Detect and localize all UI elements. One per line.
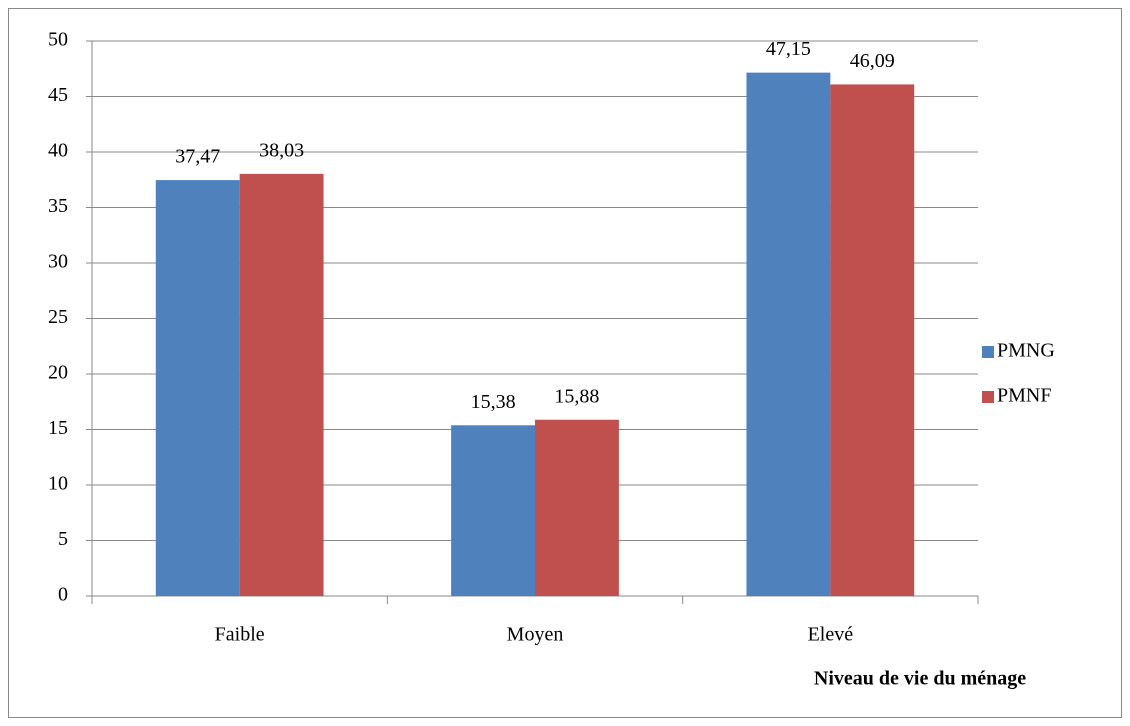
- legend-label: PMNF: [997, 385, 1051, 407]
- legend-swatch: [982, 391, 994, 403]
- bar: [746, 72, 831, 596]
- value-label: 15,38: [471, 391, 516, 413]
- y-tick-label: 40: [48, 140, 68, 162]
- y-tick-label: 0: [58, 584, 68, 606]
- bar: [155, 180, 240, 596]
- x-tick-label: Faible: [215, 624, 265, 646]
- x-axis-title: Niveau de vie du ménage: [814, 668, 1026, 690]
- x-tick-label: Elevé: [808, 624, 854, 646]
- y-tick-label: 15: [48, 417, 68, 439]
- y-tick-label: 5: [58, 528, 68, 550]
- value-label: 38,03: [259, 139, 304, 161]
- y-tick-label: 35: [48, 195, 68, 217]
- legend-label: PMNG: [997, 340, 1055, 362]
- y-tick-label: 50: [48, 29, 68, 51]
- y-tick-label: 30: [48, 251, 68, 273]
- value-label: 15,88: [554, 385, 599, 407]
- bar: [451, 425, 535, 596]
- x-tick-label: Moyen: [507, 624, 564, 646]
- value-label: 46,09: [850, 50, 895, 72]
- legend-swatch: [982, 346, 994, 358]
- bar: [535, 419, 619, 596]
- value-label: 47,15: [766, 38, 811, 60]
- y-tick-label: 10: [48, 473, 68, 495]
- bar: [830, 84, 915, 596]
- y-tick-label: 25: [48, 306, 68, 328]
- bar: [239, 173, 324, 596]
- value-label: 37,47: [175, 146, 220, 168]
- y-tick-label: 45: [48, 84, 68, 106]
- y-tick-label: 20: [48, 362, 68, 384]
